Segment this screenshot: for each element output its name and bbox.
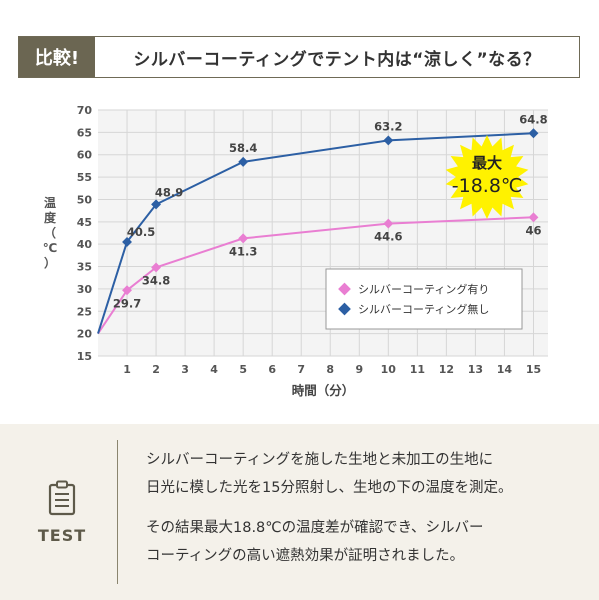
x-tick-label: 11 [410, 363, 425, 376]
legend-marker [338, 302, 351, 316]
y-tick-label: 60 [77, 149, 93, 162]
data-point [383, 218, 394, 229]
data-label: 29.7 [113, 296, 141, 310]
data-point [151, 199, 162, 210]
x-tick-label: 13 [468, 363, 483, 376]
x-tick-label: 7 [297, 363, 305, 376]
max-difference-starburst: 最大 -18.8℃ [445, 135, 529, 219]
y-tick-label: 70 [77, 104, 93, 117]
y-tick-label: 35 [77, 261, 92, 274]
headline: シルバーコーティングでテント内は“涼しく”なる？ [133, 49, 541, 70]
data-point [528, 128, 539, 139]
description-paragraph-2: その結果最大18.8℃の温度差が確認でき、シルバー コーティングの高い遮熱効果が… [146, 520, 484, 564]
legend-entry: シルバーコーティング有り [358, 282, 489, 296]
x-tick-label: 5 [239, 363, 247, 376]
divider [117, 440, 118, 584]
data-labels: 29.734.8 41.3 44.6 46 40.5 48.9 58.4 63.2 64.8 [113, 112, 548, 310]
test-label: TEST [37, 525, 87, 545]
x-tick-label: 2 [152, 363, 160, 376]
y-tick-labels: 15 20 25 30 35 40 45 50 55 60 65 70 [77, 104, 93, 363]
x-tick-label: 4 [210, 363, 218, 376]
y-tick-label: 45 [77, 216, 92, 229]
data-label: 58.4 [229, 141, 257, 155]
y-tick-label: 50 [77, 193, 93, 206]
description-paragraph-1: シルバーコーティングを施した生地と未加工の生地に 日光に模した光を15分照射し、… [146, 452, 513, 496]
y-tick-label: 15 [77, 350, 92, 363]
legend-marker [338, 282, 351, 296]
x-tick-label: 12 [439, 363, 454, 376]
y-tick-label: 25 [77, 305, 92, 318]
clipboard-icon [48, 480, 76, 515]
data-point [151, 262, 162, 273]
data-label: 46 [525, 223, 541, 237]
data-point [528, 212, 539, 223]
legend-entry: シルバーコーティング無し [358, 302, 489, 316]
series-points [122, 128, 539, 296]
data-label: 44.6 [374, 230, 402, 244]
series-line [97, 216, 534, 335]
x-tick-label: 9 [355, 363, 363, 376]
y-tick-label: 40 [77, 238, 93, 251]
test-badge: TEST [0, 424, 124, 600]
x-tick-label: 6 [268, 363, 276, 376]
x-tick-label: 3 [181, 363, 189, 376]
x-tick-labels: 1 2 3 4 5 6 7 8 9 10 11 12 13 14 15 [123, 363, 541, 376]
svg-text:温度（℃）: 温度（℃） [43, 196, 58, 270]
y-tick-label: 30 [77, 283, 93, 296]
series-line [97, 132, 534, 334]
x-tick-label: 14 [497, 363, 513, 376]
x-axis-label: 時間（分） [292, 383, 355, 398]
data-label: 40.5 [127, 225, 155, 239]
starburst-label-value: -18.8℃ [452, 175, 523, 197]
y-tick-label: 55 [77, 171, 92, 184]
test-description-panel: TEST シルバーコーティングを施した生地と未加工の生地に 日光に模した光を15… [0, 424, 599, 600]
data-point [238, 233, 249, 244]
x-tick-label: 8 [326, 363, 334, 376]
series-lines [97, 132, 534, 335]
y-tick-label: 65 [77, 126, 92, 139]
x-tick-label: 1 [123, 363, 131, 376]
test-description: シルバーコーティングを施した生地と未加工の生地に 日光に模した光を15分照射し、… [146, 446, 576, 582]
starburst-label-max: 最大 [472, 154, 502, 172]
data-point [238, 156, 249, 167]
comparison-badge: 比較! [19, 37, 95, 77]
data-label: 41.3 [229, 244, 257, 258]
data-label: 48.9 [155, 185, 183, 199]
y-axis-label: 温度（℃） [43, 196, 58, 270]
x-tick-label: 15 [526, 363, 541, 376]
data-label: 34.8 [142, 273, 170, 287]
y-tick-label: 20 [77, 328, 93, 341]
data-label: 63.2 [374, 119, 402, 133]
comparison-header: 比較! シルバーコーティングでテント内は“涼しく”なる？ [18, 36, 580, 78]
data-label: 64.8 [519, 112, 547, 126]
data-point [122, 236, 132, 247]
x-tick-label: 10 [381, 363, 397, 376]
